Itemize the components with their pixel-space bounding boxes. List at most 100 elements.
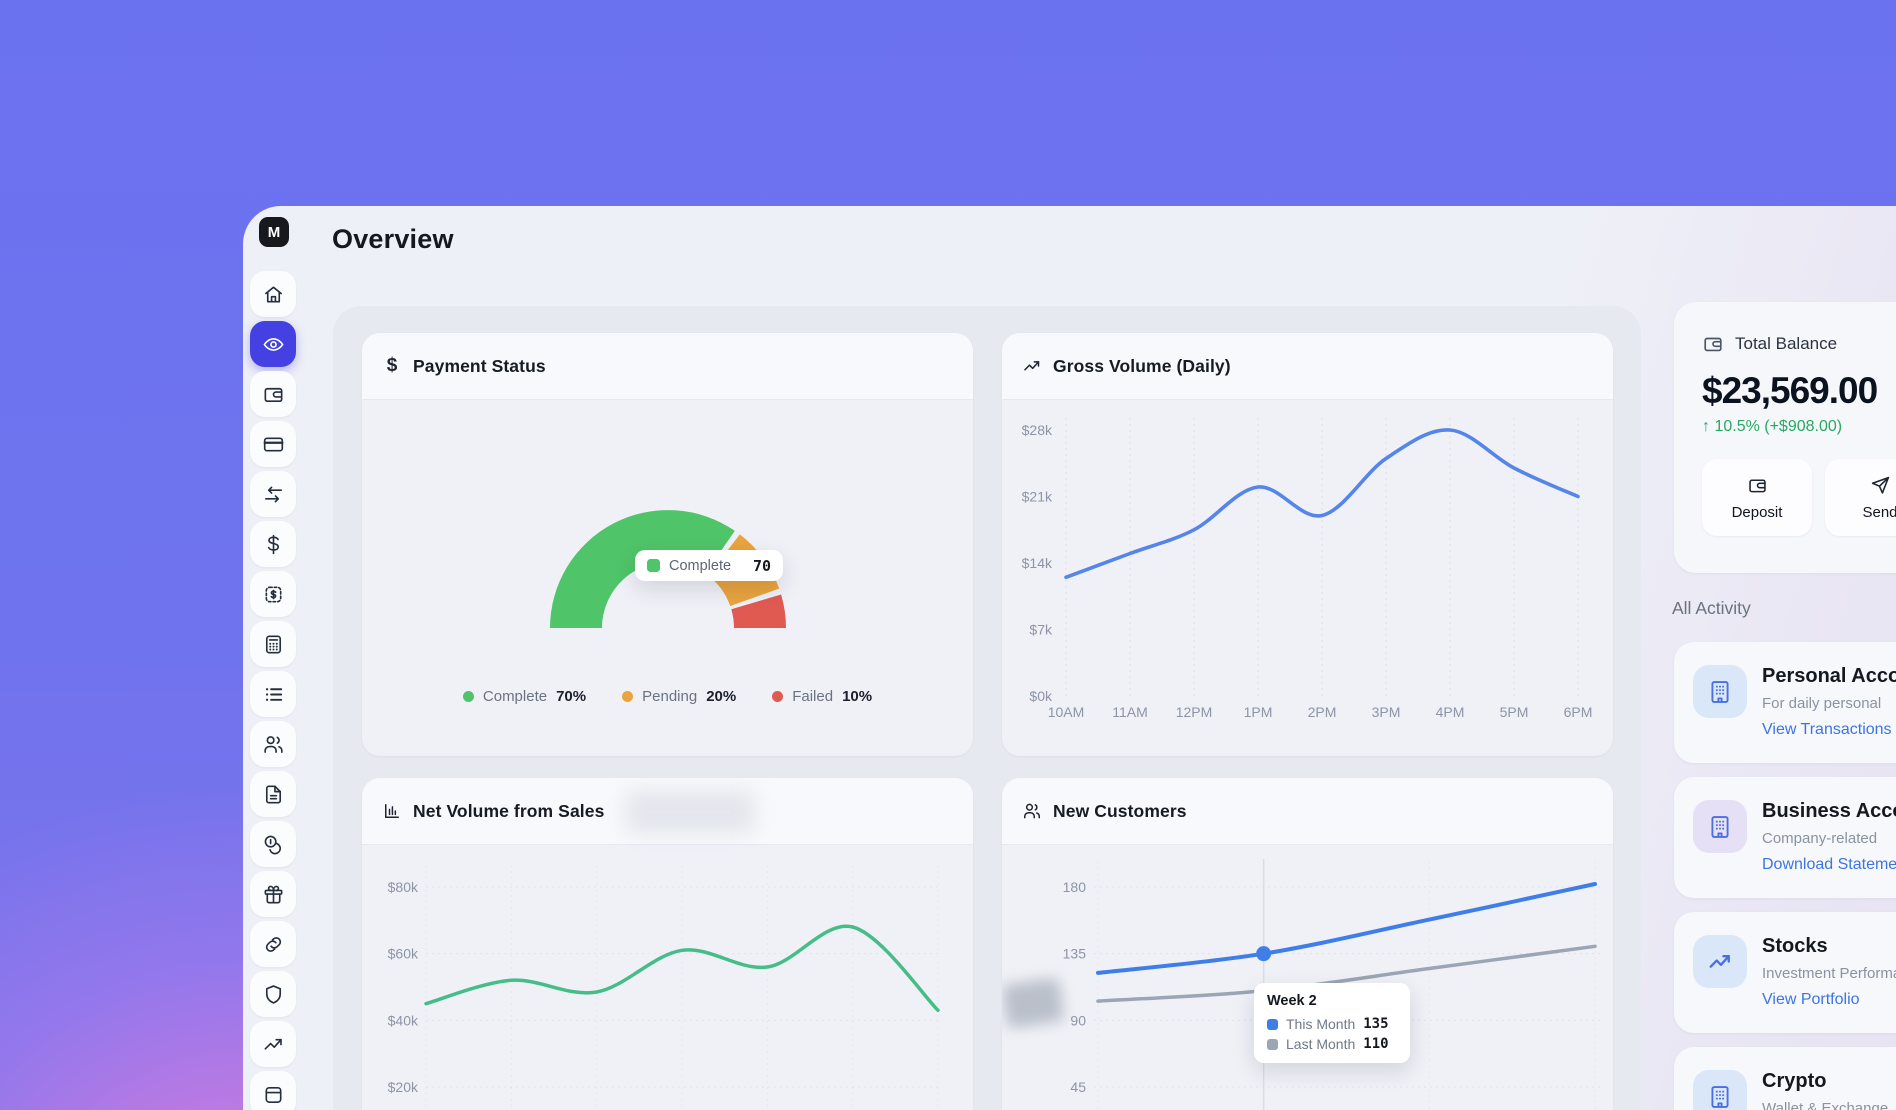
gauge-tooltip-value: 70	[752, 556, 771, 575]
gross-volume-card: Gross Volume (Daily) 10AM 11AM 12PM 1PM 2PM 3…	[1002, 333, 1613, 756]
gross-volume-body: 10AM 11AM 12PM 1PM 2PM 3PM 4PM 5PM 6PM $28k $21k $1…	[1002, 400, 1613, 756]
sidebar-item-calculator[interactable]	[250, 621, 296, 667]
sidebar-item-security[interactable]	[250, 971, 296, 1017]
svg-text:10AM: 10AM	[1048, 704, 1085, 720]
activity-text: Business Account Company-related Downloa…	[1762, 800, 1896, 874]
new-customers-header: New Customers	[1002, 778, 1613, 845]
customers-tooltip-title: Week 2	[1267, 993, 1317, 1009]
card-title: Gross Volume (Daily)	[1053, 355, 1231, 376]
sidebar-item-customers[interactable]	[250, 721, 296, 767]
svg-text:3PM: 3PM	[1372, 704, 1401, 720]
users-icon	[263, 735, 283, 753]
svg-text:$21k: $21k	[1022, 489, 1053, 505]
sidebar-item-analytics[interactable]	[250, 1021, 296, 1067]
tooltip-label: Last Month	[1286, 1036, 1356, 1052]
activity-item-personal-account[interactable]: Personal Account For daily personal View…	[1674, 642, 1896, 763]
sidebar-item-links[interactable]	[250, 921, 296, 967]
sidebar-item-overview[interactable]	[250, 321, 296, 367]
net-volume-chart: $80k $60k $40k $20k	[388, 865, 942, 1110]
wallet-icon	[264, 387, 282, 402]
activity-item-business-account[interactable]: Business Account Company-related Downloa…	[1674, 777, 1896, 898]
deposit-label: Deposit	[1731, 503, 1783, 521]
new-customers-card: New Customers 180 135 90 45 Week 2 This Mon…	[1002, 778, 1613, 1110]
sidebar-item-documents[interactable]	[250, 771, 296, 817]
download-statements-link[interactable]: Download Statements	[1762, 856, 1896, 873]
balance-header: Total Balance	[1702, 333, 1896, 355]
app-logo-letter: M	[267, 223, 281, 241]
trending-up-icon	[264, 1038, 282, 1050]
activity-item-stocks[interactable]: Stocks Investment Performance View Portf…	[1674, 912, 1896, 1033]
send-icon	[1871, 476, 1889, 494]
shield-icon	[265, 984, 281, 1004]
svg-text:90: 90	[1070, 1012, 1086, 1028]
list-icon	[265, 687, 282, 701]
legend-value: 70%	[556, 688, 587, 705]
complete-swatch	[647, 559, 660, 572]
building-icon	[1693, 665, 1747, 718]
activity-text: Stocks Investment Performance View Portf…	[1762, 935, 1896, 1009]
sidebar-item-cards[interactable]	[250, 421, 296, 467]
svg-text:$14k: $14k	[1022, 555, 1053, 571]
dollar-icon: $	[386, 355, 398, 376]
sidebar-item-list[interactable]	[250, 671, 296, 717]
tooltip-value: 135	[1363, 1016, 1389, 1032]
svg-text:$0k: $0k	[1029, 688, 1053, 704]
link-icon	[265, 936, 281, 952]
svg-text:1PM: 1PM	[1244, 704, 1273, 720]
legend-item: Complete 70%	[462, 688, 587, 705]
deposit-button[interactable]: Deposit	[1702, 459, 1812, 536]
last-month-swatch	[1267, 1038, 1278, 1050]
activity-subtitle: Investment Performance	[1762, 965, 1896, 982]
net-volume-header: Net Volume from Sales	[362, 778, 973, 845]
activity-subtitle: For daily personal	[1762, 695, 1882, 712]
activity-text: Personal Account For daily personal View…	[1762, 665, 1896, 739]
svg-text:6PM: 6PM	[1564, 704, 1593, 720]
card-title: Payment Status	[413, 355, 546, 376]
this-month-swatch	[1267, 1018, 1278, 1030]
net-volume-body: $80k $60k $40k $20k	[362, 845, 973, 1110]
activity-item-crypto[interactable]: Crypto Wallet & Exchange	[1674, 1047, 1896, 1110]
sidebar-item-invoices[interactable]	[250, 571, 296, 617]
users-icon	[1022, 801, 1042, 821]
balance-label: Total Balance	[1735, 334, 1838, 353]
legend-item: Failed 10%	[772, 688, 872, 705]
gauge-tooltip: Complete 70	[635, 550, 783, 581]
view-portfolio-link[interactable]: View Portfolio	[1762, 991, 1860, 1008]
svg-text:135: 135	[1063, 946, 1087, 962]
sidebar-item-payments[interactable]	[250, 521, 296, 567]
svg-text:12PM: 12PM	[1176, 704, 1213, 720]
new-customers-chart: 180 135 90 45	[1063, 859, 1602, 1110]
card-title: New Customers	[1053, 800, 1187, 821]
view-transactions-link[interactable]: View Transactions	[1762, 721, 1892, 738]
sidebar-item-wallet[interactable]	[250, 371, 296, 417]
balance-amount: $23,569.00	[1702, 370, 1878, 411]
sidebar-item-home[interactable]	[250, 271, 296, 317]
send-label: Send	[1862, 503, 1896, 521]
sidebar-item-coins[interactable]	[250, 821, 296, 867]
sidebar-item-more[interactable]	[250, 1071, 296, 1110]
activity-title: Stocks	[1762, 935, 1828, 957]
legend-item: Pending 20%	[622, 688, 736, 705]
legend-label: Failed	[792, 688, 834, 705]
svg-text:4PM: 4PM	[1436, 704, 1465, 720]
new-customers-body: 180 135 90 45 Week 2 This Month 135 Last Mo…	[1002, 845, 1613, 1110]
bar-chart-icon	[382, 801, 402, 821]
legend-label: Pending	[642, 688, 698, 705]
svg-text:$28k: $28k	[1022, 422, 1053, 438]
customers-tooltip: Week 2 This Month 135 Last Month 110	[1254, 983, 1410, 1063]
sidebar-item-rewards[interactable]	[250, 871, 296, 917]
sidebar-item-transfers[interactable]	[250, 471, 296, 517]
svg-text:11AM: 11AM	[1112, 704, 1148, 720]
svg-text:$60k: $60k	[388, 946, 419, 962]
home-icon	[264, 285, 282, 303]
payment-status-header: $ Payment Status	[362, 333, 973, 400]
card-title: Net Volume from Sales	[413, 800, 605, 821]
coins-icon	[264, 835, 281, 854]
gift-icon	[264, 885, 282, 903]
gross-volume-chart: 10AM 11AM 12PM 1PM 2PM 3PM 4PM 5PM 6PM $28k $21k $1…	[1022, 418, 1593, 720]
send-button[interactable]: Send	[1825, 459, 1896, 536]
trending-up-icon	[1022, 356, 1042, 376]
activity-title: Crypto	[1762, 1070, 1827, 1092]
svg-text:$40k: $40k	[388, 1012, 419, 1028]
blurred-watermark	[625, 790, 755, 834]
